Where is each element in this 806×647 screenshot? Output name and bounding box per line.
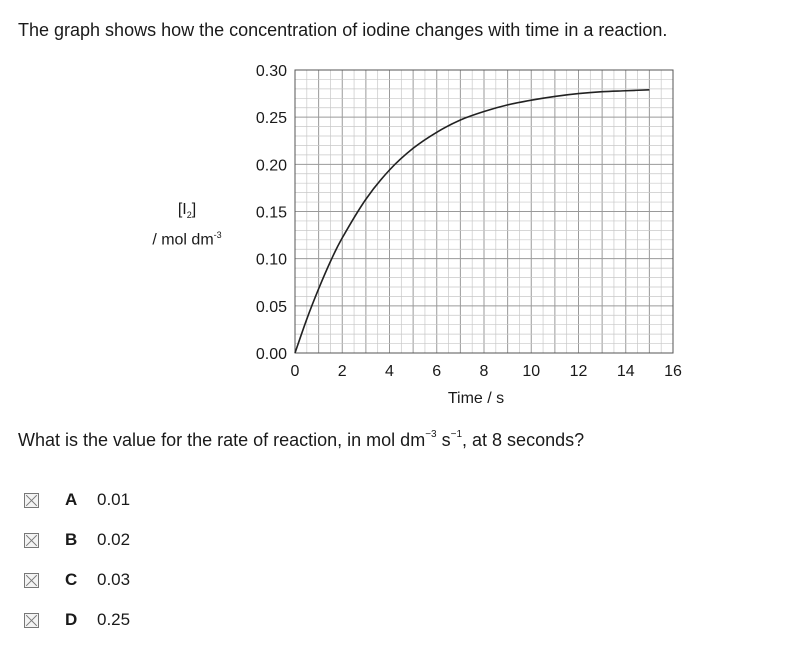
- x-tick-label: 2: [338, 363, 347, 380]
- x-tick-label: 0: [291, 363, 300, 380]
- concentration-time-chart: 0.00 0.05 0.10 0.15 0.20 0.25 0.30 0 2 4 6 8 10 12 14…: [256, 63, 682, 407]
- checkbox-icon[interactable]: [24, 572, 39, 588]
- checkbox-icon[interactable]: [24, 532, 39, 548]
- option-d[interactable]: D 0.25: [24, 600, 130, 640]
- y-tick-label: 0.25: [256, 110, 287, 127]
- x-axis-label: Time / s: [448, 390, 504, 407]
- x-tick-label: 14: [617, 363, 635, 380]
- y-tick-label: 0.30: [256, 63, 287, 80]
- x-tick-labels: 0 2 4 6 8 10 12 14 16: [291, 363, 682, 380]
- y-tick-label: 0.20: [256, 157, 287, 174]
- y-tick-label: 0.00: [256, 346, 287, 363]
- y-tick-label: 0.05: [256, 299, 287, 316]
- x-tick-label: 6: [432, 363, 441, 380]
- question-text: What is the value for the rate of reacti…: [18, 429, 585, 451]
- y-tick-labels: 0.00 0.05 0.10 0.15 0.20 0.25 0.30: [256, 63, 287, 363]
- x-tick-label: 4: [385, 363, 394, 380]
- option-value: 0.03: [97, 570, 131, 589]
- y-axis-label: [I2] / mol dm-3: [142, 200, 232, 251]
- y-label-unit: / mol dm: [152, 231, 214, 249]
- y-label-exponent: -3: [213, 230, 222, 241]
- option-value: 0.01: [97, 490, 131, 509]
- option-letter: C: [65, 570, 78, 589]
- option-c[interactable]: C 0.03: [24, 560, 130, 600]
- y-tick-label: 0.15: [256, 205, 287, 222]
- x-tick-label: 8: [480, 363, 489, 380]
- checkbox-icon[interactable]: [24, 612, 39, 628]
- option-b[interactable]: B 0.02: [24, 520, 130, 560]
- chart-series: [294, 89, 650, 354]
- question-exponent-2: −1: [450, 429, 463, 440]
- chart-grid: [294, 69, 674, 354]
- question-part-2: s: [436, 430, 451, 450]
- x-tick-label: 10: [522, 363, 540, 380]
- y-tick-label: 0.10: [256, 252, 287, 269]
- y-label-subscript: 2: [186, 210, 192, 221]
- option-value: 0.02: [97, 530, 131, 549]
- y-label-bracket-open: [I: [177, 201, 187, 218]
- option-letter: A: [65, 490, 78, 509]
- y-label-bracket-close: ]: [191, 201, 197, 218]
- question-part-1: What is the value for the rate of reacti…: [18, 430, 426, 450]
- x-tick-label: 12: [570, 363, 588, 380]
- concentration-curve: [294, 89, 650, 354]
- plot-frame: [294, 69, 674, 354]
- option-letter: D: [65, 610, 78, 629]
- x-tick-label: 16: [664, 363, 682, 380]
- option-letter: B: [65, 530, 78, 549]
- option-value: 0.25: [97, 610, 131, 629]
- answer-options: A 0.01 B 0.02 C 0.03 D 0.25: [24, 480, 130, 640]
- checkbox-icon[interactable]: [24, 492, 39, 508]
- question-part-3: , at 8 seconds?: [462, 430, 585, 450]
- option-a[interactable]: A 0.01: [24, 480, 130, 520]
- question-exponent-1: −3: [425, 429, 437, 440]
- intro-text: The graph shows how the concentration of…: [18, 20, 668, 40]
